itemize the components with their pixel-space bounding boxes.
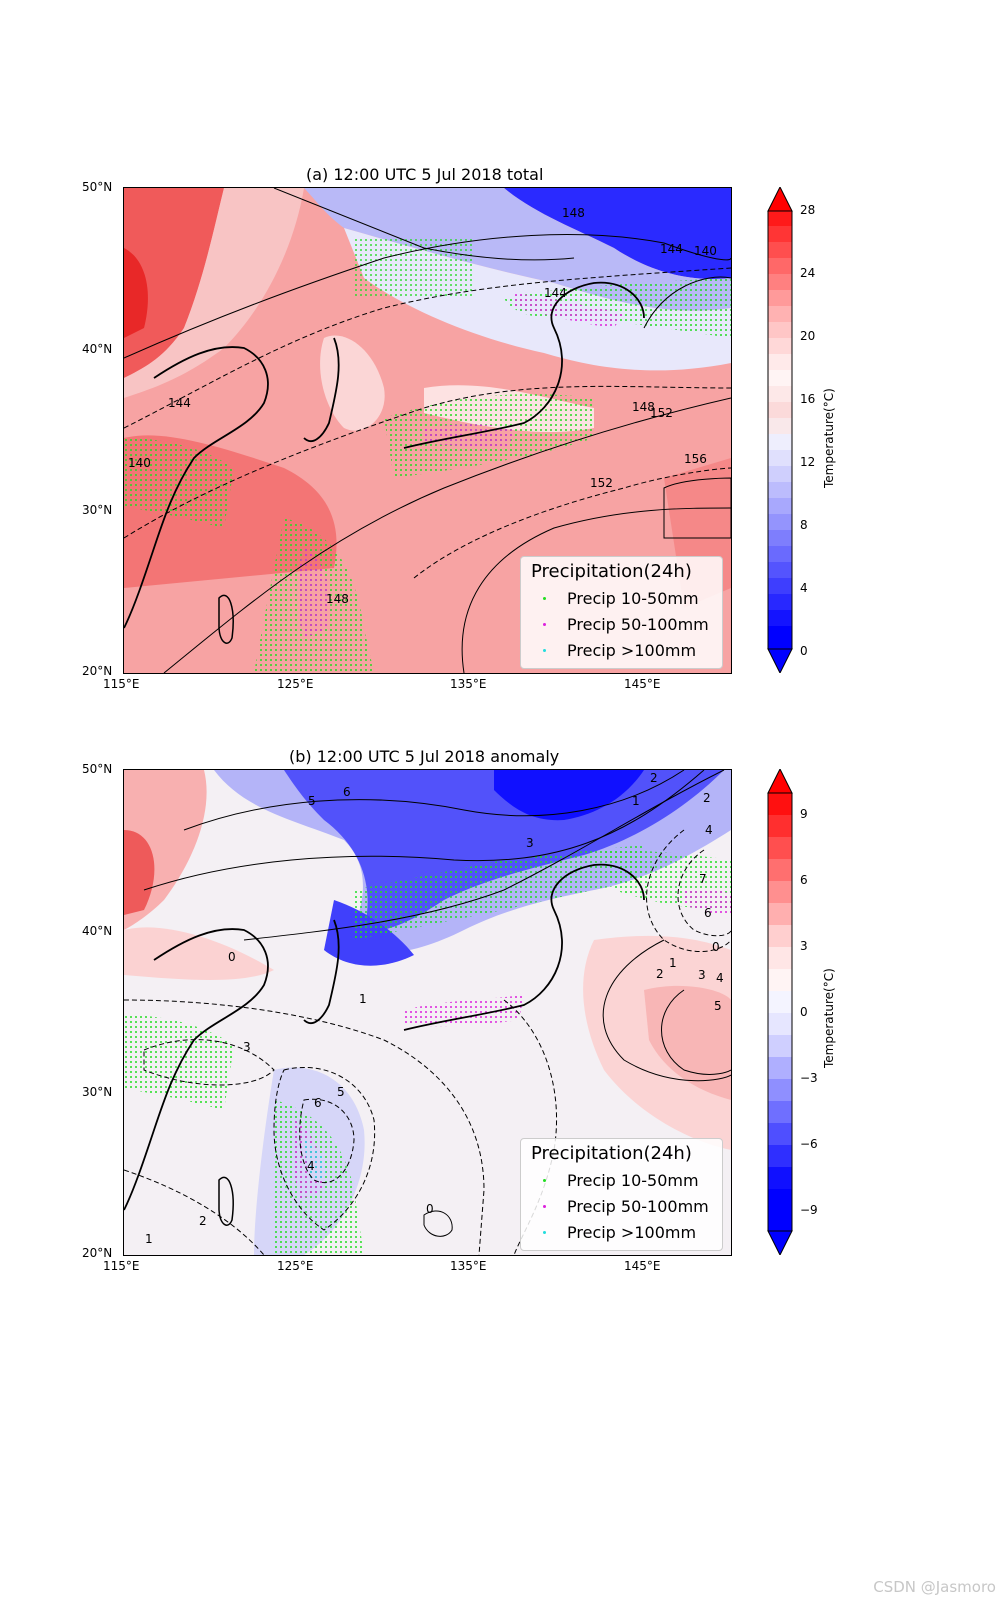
colorbar-tick: −9 <box>800 1203 818 1217</box>
contour-label: 0 <box>228 950 236 964</box>
colorbar-tick: −6 <box>800 1137 818 1151</box>
legend-item: Precip 10-50mm <box>531 1168 714 1194</box>
contour-label: 140 <box>128 456 151 470</box>
contour-label: 1 <box>669 956 677 970</box>
legend-item: Precip 50-100mm <box>531 612 714 638</box>
legend-marker <box>543 1231 546 1234</box>
contour-label: 1 <box>359 992 367 1006</box>
contour-label: 148 <box>562 206 585 220</box>
lat-tick: 40°N <box>82 342 113 356</box>
lon-tick: 145°E <box>624 1259 661 1273</box>
lat-tick: 20°N <box>82 1246 113 1260</box>
colorbar-tick: 0 <box>800 1005 808 1019</box>
lat-tick: 30°N <box>82 503 113 517</box>
colorbar-tick: 9 <box>800 807 808 821</box>
contour-label: 3 <box>243 1040 251 1054</box>
contour-label: 2 <box>650 771 658 785</box>
contour-label: 4 <box>716 971 724 985</box>
legend-marker <box>543 623 546 626</box>
colorbar-tick: 4 <box>800 581 808 595</box>
colorbar <box>767 769 793 1255</box>
legend-title: Precipitation(24h) <box>531 561 692 582</box>
colorbar-tick: 6 <box>800 873 808 887</box>
colorbar-label: Temperature(°C) <box>822 388 836 488</box>
contour-label: 148 <box>326 592 349 606</box>
contour-label: 3 <box>526 836 534 850</box>
colorbar-tick: 12 <box>800 455 816 469</box>
temperature-field <box>124 188 731 673</box>
colorbar-tick: 24 <box>800 266 816 280</box>
lat-tick: 50°N <box>82 762 113 776</box>
contour-label: 2 <box>199 1214 207 1228</box>
lat-tick: 50°N <box>82 180 113 194</box>
lon-tick: 135°E <box>450 1259 487 1273</box>
contour-label: 4 <box>307 1159 315 1173</box>
contour-label: 1 <box>632 794 640 808</box>
colorbar-tick: 16 <box>800 392 816 406</box>
legend-marker <box>543 649 546 652</box>
legend-marker <box>543 1205 546 1208</box>
contour-label: 5 <box>337 1085 345 1099</box>
contour-label: 2 <box>703 791 711 805</box>
panel-a-title: (a) 12:00 UTC 5 Jul 2018 total <box>306 165 544 184</box>
contour-label: 140 <box>694 244 717 258</box>
colorbar-label: Temperature(°C) <box>822 968 836 1068</box>
contour-label: 3 <box>698 968 706 982</box>
lat-tick: 20°N <box>82 664 113 678</box>
contour-label: 6 <box>704 906 712 920</box>
contour-label: 2 <box>656 967 664 981</box>
lat-tick: 40°N <box>82 924 113 938</box>
contour-label: 6 <box>343 785 351 799</box>
colorbar-tick: 8 <box>800 518 808 532</box>
contour-label: 4 <box>705 823 713 837</box>
colorbar-tick: 3 <box>800 939 808 953</box>
colorbar-tick: −3 <box>800 1071 818 1085</box>
contour-label: 144 <box>544 286 567 300</box>
contour-label: 156 <box>684 452 707 466</box>
legend-marker <box>543 597 546 600</box>
legend-item: Precip 50-100mm <box>531 1194 714 1220</box>
lon-tick: 125°E <box>277 1259 314 1273</box>
lon-tick: 115°E <box>103 677 140 691</box>
contour-label: 152 <box>650 406 673 420</box>
precip-legend: Precipitation(24h) Precip 10-50mm Precip… <box>520 556 723 669</box>
legend-item: Precip 10-50mm <box>531 586 714 612</box>
contour-label: 5 <box>308 794 316 808</box>
contour-label: 0 <box>426 1202 434 1216</box>
colorbar <box>767 187 793 673</box>
legend-item: Precip >100mm <box>531 638 714 664</box>
contour-label: 6 <box>314 1096 322 1110</box>
lon-tick: 135°E <box>450 677 487 691</box>
lat-tick: 30°N <box>82 1085 113 1099</box>
lon-tick: 145°E <box>624 677 661 691</box>
colorbar-tick: 20 <box>800 329 816 343</box>
contour-label: 1 <box>145 1232 153 1246</box>
precip-legend: Precipitation(24h) Precip 10-50mm Precip… <box>520 1138 723 1251</box>
contour-label: 148 <box>632 400 655 414</box>
contour-label: 0 <box>712 940 720 954</box>
map-area <box>123 769 732 1256</box>
colorbar-tick: 28 <box>800 203 816 217</box>
lon-tick: 125°E <box>277 677 314 691</box>
contour-label: 7 <box>699 872 707 886</box>
legend-marker <box>543 1179 546 1182</box>
legend-title: Precipitation(24h) <box>531 1143 692 1164</box>
legend-item: Precip >100mm <box>531 1220 714 1246</box>
colorbar-tick: 0 <box>800 644 808 658</box>
lon-tick: 115°E <box>103 1259 140 1273</box>
contour-label: 152 <box>590 476 613 490</box>
contour-label: 144 <box>660 242 683 256</box>
watermark: CSDN @Jasmoro <box>873 1578 996 1596</box>
contour-label: 5 <box>714 999 722 1013</box>
contour-label: 144 <box>168 396 191 410</box>
temperature-anomaly-field <box>124 770 731 1255</box>
panel-b-title: (b) 12:00 UTC 5 Jul 2018 anomaly <box>289 747 560 766</box>
map-area <box>123 187 732 674</box>
